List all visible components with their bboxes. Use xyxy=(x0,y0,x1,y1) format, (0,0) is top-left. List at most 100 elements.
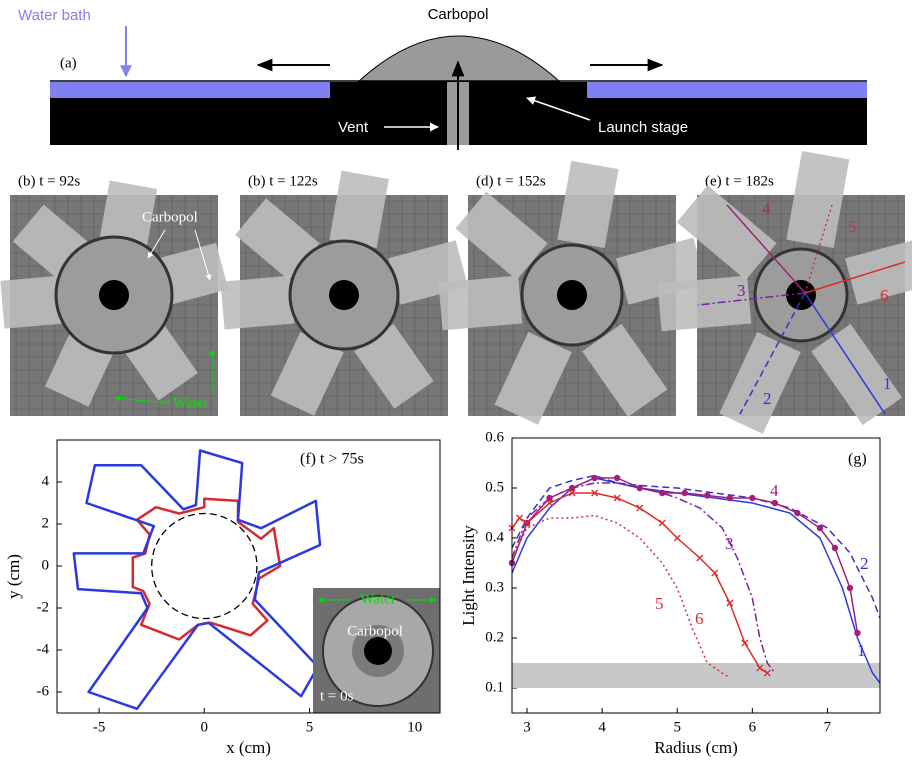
point xyxy=(636,484,643,492)
point xyxy=(636,504,644,512)
inset-label: Water xyxy=(360,591,395,607)
intensity-line xyxy=(511,492,768,674)
photo-title: (b) t = 122s xyxy=(248,173,318,189)
y-tick-label: 0 xyxy=(42,557,50,573)
x-tick-label: 3 xyxy=(523,719,531,735)
photo-finger xyxy=(438,275,523,331)
point xyxy=(794,509,801,517)
series-label: 1 xyxy=(857,641,866,660)
intensity-line xyxy=(511,482,776,674)
x-tick-label: 10 xyxy=(407,719,422,735)
photo-finger xyxy=(657,275,752,332)
photo-finger xyxy=(494,331,572,425)
chart-g: 3 4 5 6 7 0.1 0.2 0.3 0.4 0.5 0.6 Radius (cm) Light … xyxy=(459,429,881,757)
photo-finger xyxy=(811,323,903,426)
profile-line xyxy=(739,292,806,415)
photo-finger xyxy=(220,275,295,330)
point xyxy=(591,474,598,482)
schematic: (a) Water bath Carbopol Vent Launch stag… xyxy=(18,6,867,150)
photo-row: (b) t = 92s (b) t = 122s (d) t = 152s (e) t… xyxy=(0,150,912,434)
photo-title: (e) t = 182s xyxy=(705,173,774,189)
point xyxy=(846,584,854,592)
point xyxy=(673,534,681,542)
profile-line xyxy=(697,292,806,306)
photo-label: Water xyxy=(173,395,208,411)
point xyxy=(696,554,704,562)
x-tick-label: 6 xyxy=(749,719,757,735)
point xyxy=(831,544,839,552)
intensity-line xyxy=(511,514,731,679)
photo-finger xyxy=(719,331,801,434)
x-axis-label: Radius (cm) xyxy=(654,738,738,757)
x-tick-label: 5 xyxy=(673,719,681,735)
vent-label: Vent xyxy=(338,119,369,136)
series-label: 3 xyxy=(725,534,734,553)
photo-hole xyxy=(99,280,129,310)
point xyxy=(613,474,621,482)
photo-hole xyxy=(329,280,359,310)
water-bath-label: Water bath xyxy=(18,7,91,24)
series-label: 5 xyxy=(655,594,664,613)
launch-circle xyxy=(151,512,258,620)
photo-finger xyxy=(99,180,158,248)
inset-label: t = 0s xyxy=(320,688,354,704)
photo-finger xyxy=(455,191,548,280)
panel-label: (a) xyxy=(60,55,77,71)
x-tick-label: 5 xyxy=(306,719,314,735)
y-tick-label: 0.2 xyxy=(485,629,504,645)
photo-finger xyxy=(329,170,389,248)
y-tick-label: 0.6 xyxy=(485,429,504,445)
x-tick-label: -5 xyxy=(93,719,106,735)
point xyxy=(726,599,734,607)
point xyxy=(726,494,733,502)
y-tick-label: -2 xyxy=(37,599,50,615)
profile-label: 6 xyxy=(880,286,889,305)
point xyxy=(704,492,711,499)
photo-arrow xyxy=(147,229,166,259)
inset-label: Carbopol xyxy=(347,623,403,639)
plot-frame xyxy=(511,437,881,714)
point xyxy=(749,494,756,502)
point xyxy=(591,489,599,497)
x-tick-label: 4 xyxy=(598,719,606,735)
profile-line xyxy=(804,292,886,415)
y-tick-label: 2 xyxy=(42,515,50,531)
point xyxy=(516,514,523,522)
profile-line xyxy=(804,261,906,294)
y-tick-label: -4 xyxy=(37,641,50,657)
series-label: 6 xyxy=(695,609,704,628)
point xyxy=(741,639,749,647)
photo-title: (d) t = 152s xyxy=(476,173,546,189)
point xyxy=(681,489,688,497)
profile-line xyxy=(726,204,806,294)
contours xyxy=(72,449,322,711)
photo-finger xyxy=(235,198,320,280)
y-tick-label: -6 xyxy=(37,683,50,699)
x-tick-label: 7 xyxy=(824,719,832,735)
stage-arrow xyxy=(526,96,591,121)
photo-finger xyxy=(158,242,229,305)
photo-hole xyxy=(557,280,587,310)
point xyxy=(816,524,824,532)
water-bath-right xyxy=(587,82,867,98)
profile-label: 3 xyxy=(737,281,746,300)
carbopol-label: Carbopol xyxy=(428,6,489,23)
photo-finger xyxy=(582,323,668,417)
threshold-band xyxy=(512,663,880,688)
x-tick-label: 0 xyxy=(201,719,209,735)
profile-label: 4 xyxy=(762,199,771,218)
point xyxy=(854,629,861,637)
intensity-line xyxy=(511,474,881,619)
y-tick-label: 0.5 xyxy=(485,479,504,495)
photo-finger xyxy=(676,185,777,280)
y-tick-label: 4 xyxy=(42,473,50,489)
inset-hole xyxy=(364,637,392,665)
photo-finger xyxy=(0,275,65,329)
x-axis-label: x (cm) xyxy=(226,738,271,757)
photo-arrow xyxy=(114,395,171,404)
point xyxy=(546,499,554,507)
photo-hole xyxy=(786,280,816,310)
profile-label: 1 xyxy=(883,374,892,393)
y-tick-label: 0.4 xyxy=(485,529,504,545)
photo-label: Carbopol xyxy=(142,209,198,225)
